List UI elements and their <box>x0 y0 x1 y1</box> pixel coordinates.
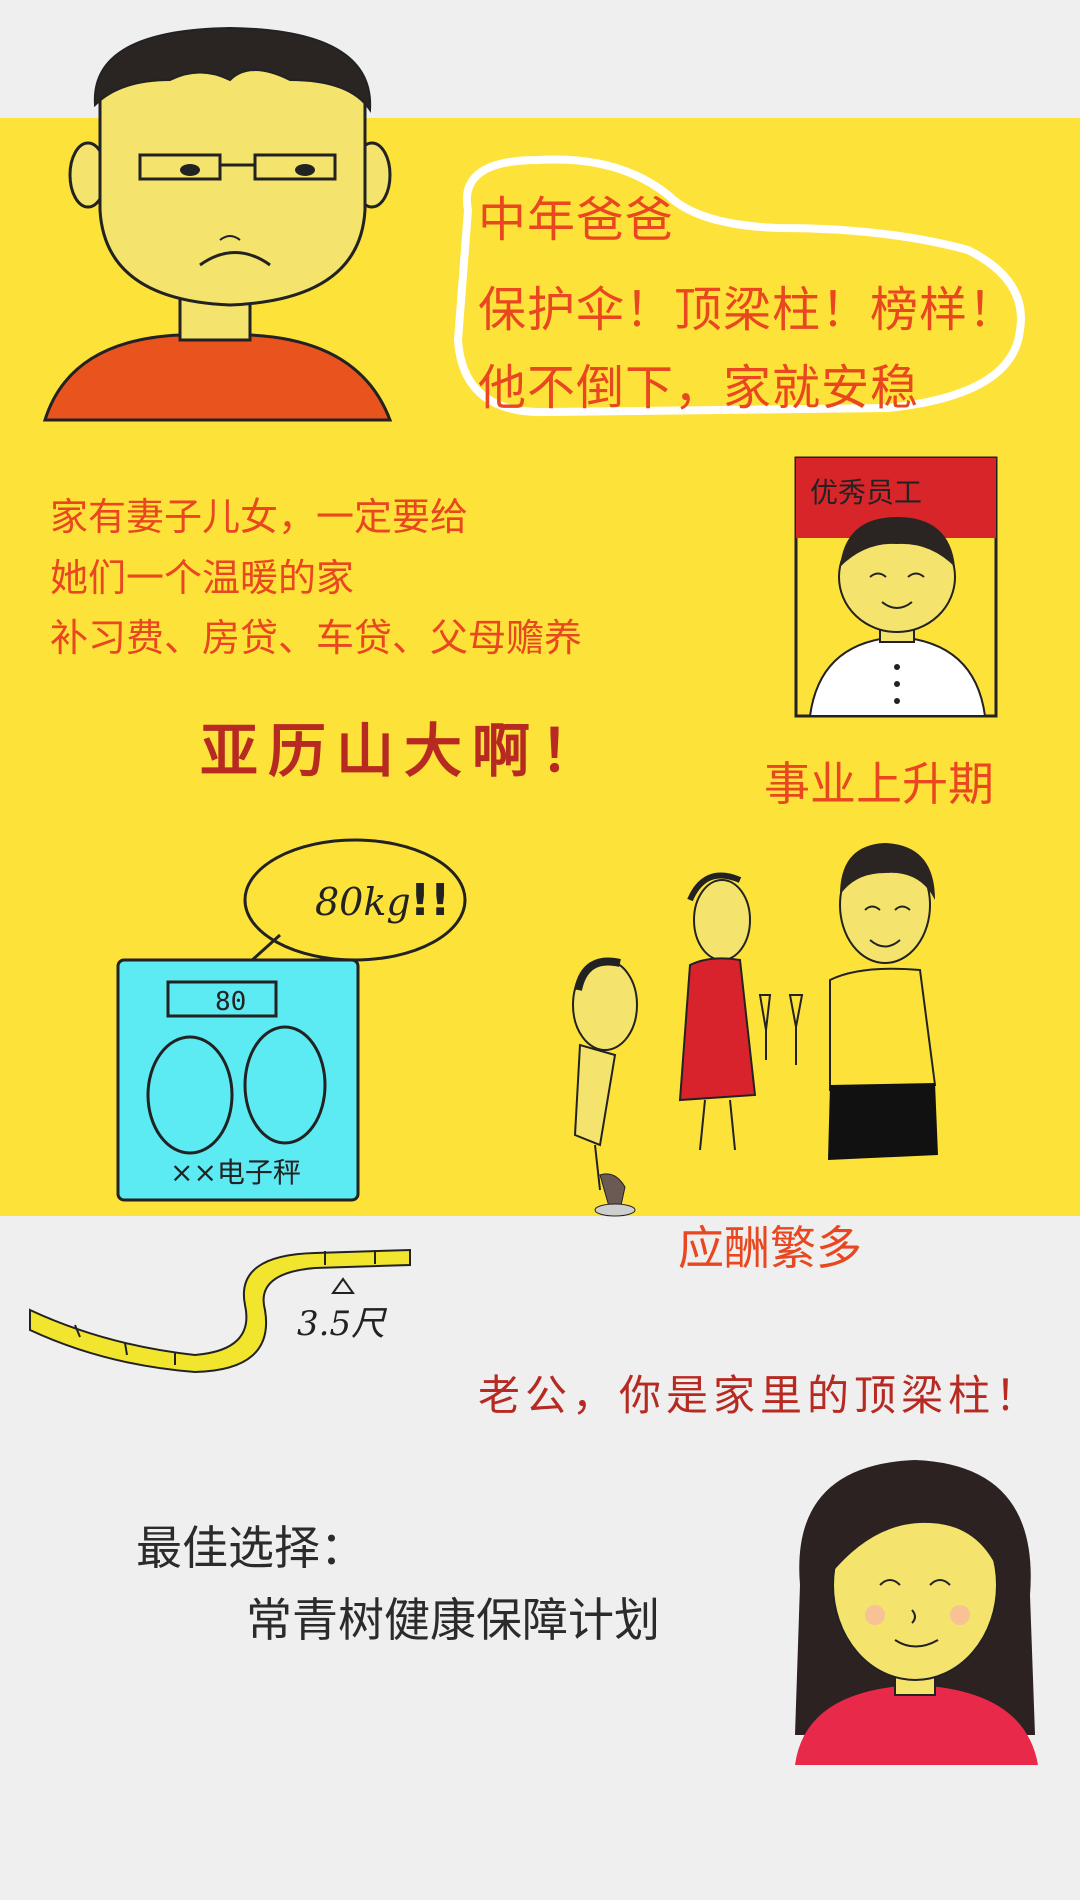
wife-portrait <box>795 1460 1038 1765</box>
bathroom-scale: 80kg !! 80 ××电子秤 <box>116 838 467 1202</box>
recommendation-title: 最佳选择： <box>136 1521 366 1575</box>
social-label: 应酬繁多 <box>678 1221 862 1275</box>
employee-badge-text: 优秀员工 <box>810 476 922 509</box>
role-title: 中年爸爸 <box>478 192 675 248</box>
weight-reading: 80kg <box>315 880 411 924</box>
social-scene <box>572 843 938 1217</box>
wife-quote: 老公，你是家里的顶梁柱！ <box>478 1371 1043 1420</box>
employee-portrait: 优秀员工 <box>794 456 998 718</box>
speech-bubble <box>453 155 1025 417</box>
scale-brand: ××电子秤 <box>170 1156 301 1189</box>
stability-text: 他不倒下，家就安稳 <box>478 360 920 416</box>
family-line-1: 家有妻子儿女，一定要给 <box>50 495 469 539</box>
scale-display: 80 <box>215 987 246 1017</box>
family-line-3: 补习费、房贷、车贷、父母赡养 <box>50 616 583 660</box>
recommendation-plan: 常青树健康保障计划 <box>246 1593 660 1647</box>
pressure-heading: 亚历山大啊！ <box>200 717 609 785</box>
father-portrait <box>42 26 393 422</box>
slogan: 保护伞！顶梁柱！榜样！ <box>478 282 1018 338</box>
family-line-2: 她们一个温暖的家 <box>50 556 355 600</box>
tape-measure: 3.5尺 <box>29 1248 411 1374</box>
career-label: 事业上升期 <box>764 757 994 811</box>
waist-label: 3.5尺 <box>297 1304 388 1344</box>
exclaim-icon: !! <box>410 875 450 926</box>
